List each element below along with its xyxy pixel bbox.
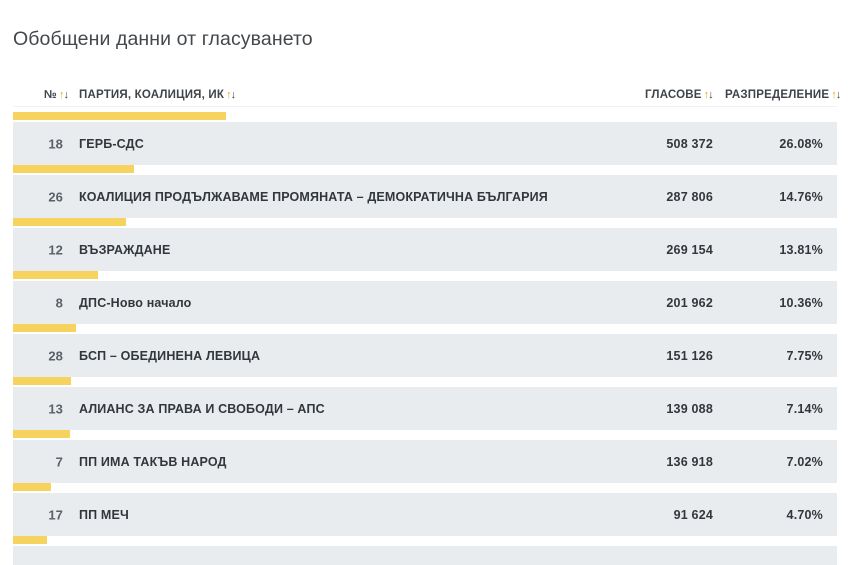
cell-number: 12 [48, 242, 63, 257]
table-row[interactable]: 13 АЛИАНС ЗА ПРАВА И СВОБОДИ – АПС 139 088… [0, 377, 850, 430]
row-body[interactable]: 26 КОАЛИЦИЯ ПРОДЪЛЖАВАМЕ ПРОМЯНАТА – ДЕМО… [13, 175, 837, 218]
cell-share: 7.02% [786, 454, 823, 469]
cell-number: 13 [48, 401, 63, 416]
sort-icon-number[interactable]: ↑↓ [59, 89, 69, 101]
share-bar-fill [13, 218, 126, 226]
table-row[interactable]: 28 БСП – ОБЕДИНЕНА ЛЕВИЦА 151 126 7.75% [0, 324, 850, 377]
cell-number: 7 [55, 454, 63, 469]
table-row[interactable]: 12 ВЪЗРАЖДАНЕ 269 154 13.81% [0, 218, 850, 271]
column-header-party[interactable]: ПАРТИЯ, КОАЛИЦИЯ, ИК ↑↓ [79, 88, 236, 102]
cell-party-name: ВЪЗРАЖДАНЕ [79, 242, 171, 257]
row-body[interactable]: 7 ПП ИМА ТАКЪВ НАРОД 136 918 7.02% [13, 440, 837, 483]
cell-votes: 508 372 [666, 136, 713, 151]
results-list: 18 ГЕРБ-СДС 508 372 26.08% 26 КОАЛИЦИЯ ПРОДЪЛ… [0, 112, 850, 565]
cell-share: 13.81% [779, 242, 823, 257]
sort-icon-votes[interactable]: ↑↓ [703, 89, 714, 101]
cell-votes: 139 088 [666, 401, 713, 416]
sort-icon-party[interactable]: ↑↓ [226, 89, 236, 101]
cell-party-name: ПП МЕЧ [79, 507, 129, 522]
cell-party-name: БСП – ОБЕДИНЕНА ЛЕВИЦА [79, 348, 261, 363]
cell-number: 26 [48, 189, 63, 204]
cell-share: 7.14% [786, 401, 823, 416]
share-bar-track [13, 536, 837, 544]
table-row[interactable]: 26 КОАЛИЦИЯ ПРОДЪЛЖАВАМЕ ПРОМЯНАТА – ДЕМО… [0, 165, 850, 218]
row-body[interactable]: 8 ДПС-Ново начало 201 962 10.36% [13, 281, 837, 324]
share-bar-track [13, 430, 837, 438]
table-row[interactable] [0, 536, 850, 565]
table-row[interactable]: 8 ДПС-Ново начало 201 962 10.36% [0, 271, 850, 324]
cell-share: 4.70% [786, 507, 823, 522]
column-header-votes[interactable]: ГЛАСОВЕ ↑↓ [645, 88, 714, 102]
header-divider [13, 106, 837, 107]
share-bar-fill [13, 377, 71, 385]
table-row[interactable]: 18 ГЕРБ-СДС 508 372 26.08% [0, 112, 850, 165]
column-header-share[interactable]: РАЗПРЕДЕЛЕНИЕ ↑↓ [725, 88, 841, 102]
column-header-party-label: ПАРТИЯ, КОАЛИЦИЯ, ИК [79, 89, 225, 101]
share-bar-track [13, 165, 837, 173]
sort-icon-share[interactable]: ↑↓ [831, 89, 841, 101]
share-bar-fill [13, 483, 51, 491]
cell-party-name: КОАЛИЦИЯ ПРОДЪЛЖАВАМЕ ПРОМЯНАТА – ДЕМОКР… [79, 189, 548, 204]
share-bar-track [13, 324, 837, 332]
table-row[interactable]: 7 ПП ИМА ТАКЪВ НАРОД 136 918 7.02% [0, 430, 850, 483]
cell-number: 8 [55, 295, 63, 310]
share-bar-fill [13, 536, 47, 544]
table-header-row: № ↑↓ ПАРТИЯ, КОАЛИЦИЯ, ИК ↑↓ ГЛАСОВЕ ↑↓ РАЗ… [0, 84, 850, 106]
share-bar-fill [13, 324, 76, 332]
page-title: Обобщени данни от гласуването [13, 28, 313, 50]
column-header-share-label: РАЗПРЕДЕЛЕНИЕ [725, 89, 830, 101]
cell-party-name: ДПС-Ново начало [79, 295, 192, 310]
row-body[interactable]: 18 ГЕРБ-СДС 508 372 26.08% [13, 122, 837, 165]
cell-number: 28 [48, 348, 63, 363]
share-bar-track [13, 218, 837, 226]
cell-number: 18 [48, 136, 63, 151]
share-bar-track [13, 271, 837, 279]
column-header-votes-label: ГЛАСОВЕ [645, 89, 702, 101]
row-body[interactable]: 12 ВЪЗРАЖДАНЕ 269 154 13.81% [13, 228, 837, 271]
cell-share: 10.36% [779, 295, 823, 310]
column-header-number-label: № [44, 89, 58, 101]
cell-votes: 151 126 [666, 348, 713, 363]
cell-votes: 269 154 [666, 242, 713, 257]
cell-share: 14.76% [779, 189, 823, 204]
row-body[interactable]: 17 ПП МЕЧ 91 624 4.70% [13, 493, 837, 536]
share-bar-track [13, 483, 837, 491]
table-row[interactable]: 17 ПП МЕЧ 91 624 4.70% [0, 483, 850, 536]
share-bar-fill [13, 165, 134, 173]
share-bar-fill [13, 112, 226, 120]
share-bar-track [13, 377, 837, 385]
cell-party-name: ПП ИМА ТАКЪВ НАРОД [79, 454, 227, 469]
cell-votes: 91 624 [673, 507, 713, 522]
share-bar-fill [13, 271, 98, 279]
cell-number: 17 [48, 507, 63, 522]
row-body[interactable]: 28 БСП – ОБЕДИНЕНА ЛЕВИЦА 151 126 7.75% [13, 334, 837, 377]
cell-party-name: АЛИАНС ЗА ПРАВА И СВОБОДИ – АПС [79, 401, 325, 416]
share-bar-fill [13, 430, 70, 438]
cell-votes: 136 918 [666, 454, 713, 469]
cell-share: 7.75% [786, 348, 823, 363]
cell-share: 26.08% [779, 136, 823, 151]
row-body[interactable] [13, 546, 837, 565]
cell-votes: 287 806 [666, 189, 713, 204]
row-body[interactable]: 13 АЛИАНС ЗА ПРАВА И СВОБОДИ – АПС 139 088… [13, 387, 837, 430]
column-header-number[interactable]: № ↑↓ [44, 88, 69, 102]
cell-party-name: ГЕРБ-СДС [79, 136, 144, 151]
cell-votes: 201 962 [666, 295, 713, 310]
share-bar-track [13, 112, 837, 120]
